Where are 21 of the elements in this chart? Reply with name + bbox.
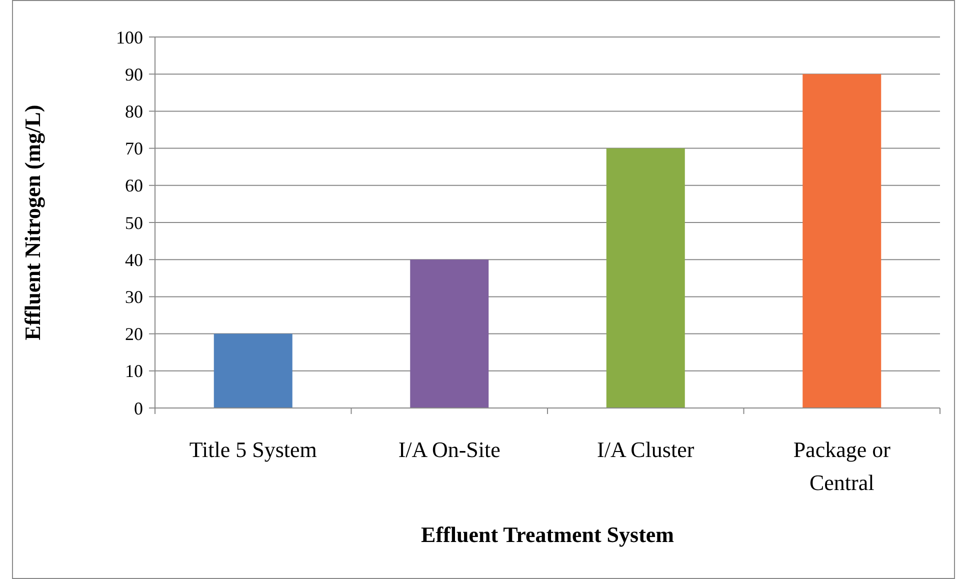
- y-tick-label: 30: [125, 287, 143, 307]
- x-tick-label: Title 5 System: [189, 437, 317, 462]
- x-axis-title: Effluent Treatment System: [421, 522, 674, 547]
- y-tick-label: 60: [125, 176, 143, 196]
- y-tick-label: 80: [125, 102, 143, 122]
- x-tick-label: I/A Cluster: [597, 437, 695, 462]
- y-tick-label: 40: [125, 250, 143, 270]
- y-tick-label: 10: [125, 361, 143, 382]
- x-tick-label: Package or Central: [793, 437, 892, 495]
- bar: [802, 74, 882, 408]
- bar: [214, 334, 292, 408]
- bar: [606, 148, 685, 408]
- y-tick-label: 90: [125, 64, 143, 84]
- y-tick-label: 0: [134, 398, 143, 418]
- y-axis-title: Effluent Nitrogen (mg/L): [20, 104, 45, 340]
- y-tick-label: 70: [125, 138, 143, 159]
- bar: [410, 260, 489, 408]
- y-tick-label: 20: [125, 324, 143, 344]
- x-tick-label: I/A On-Site: [398, 437, 500, 462]
- y-tick-label: 100: [116, 27, 143, 48]
- y-tick-label: 50: [125, 212, 143, 233]
